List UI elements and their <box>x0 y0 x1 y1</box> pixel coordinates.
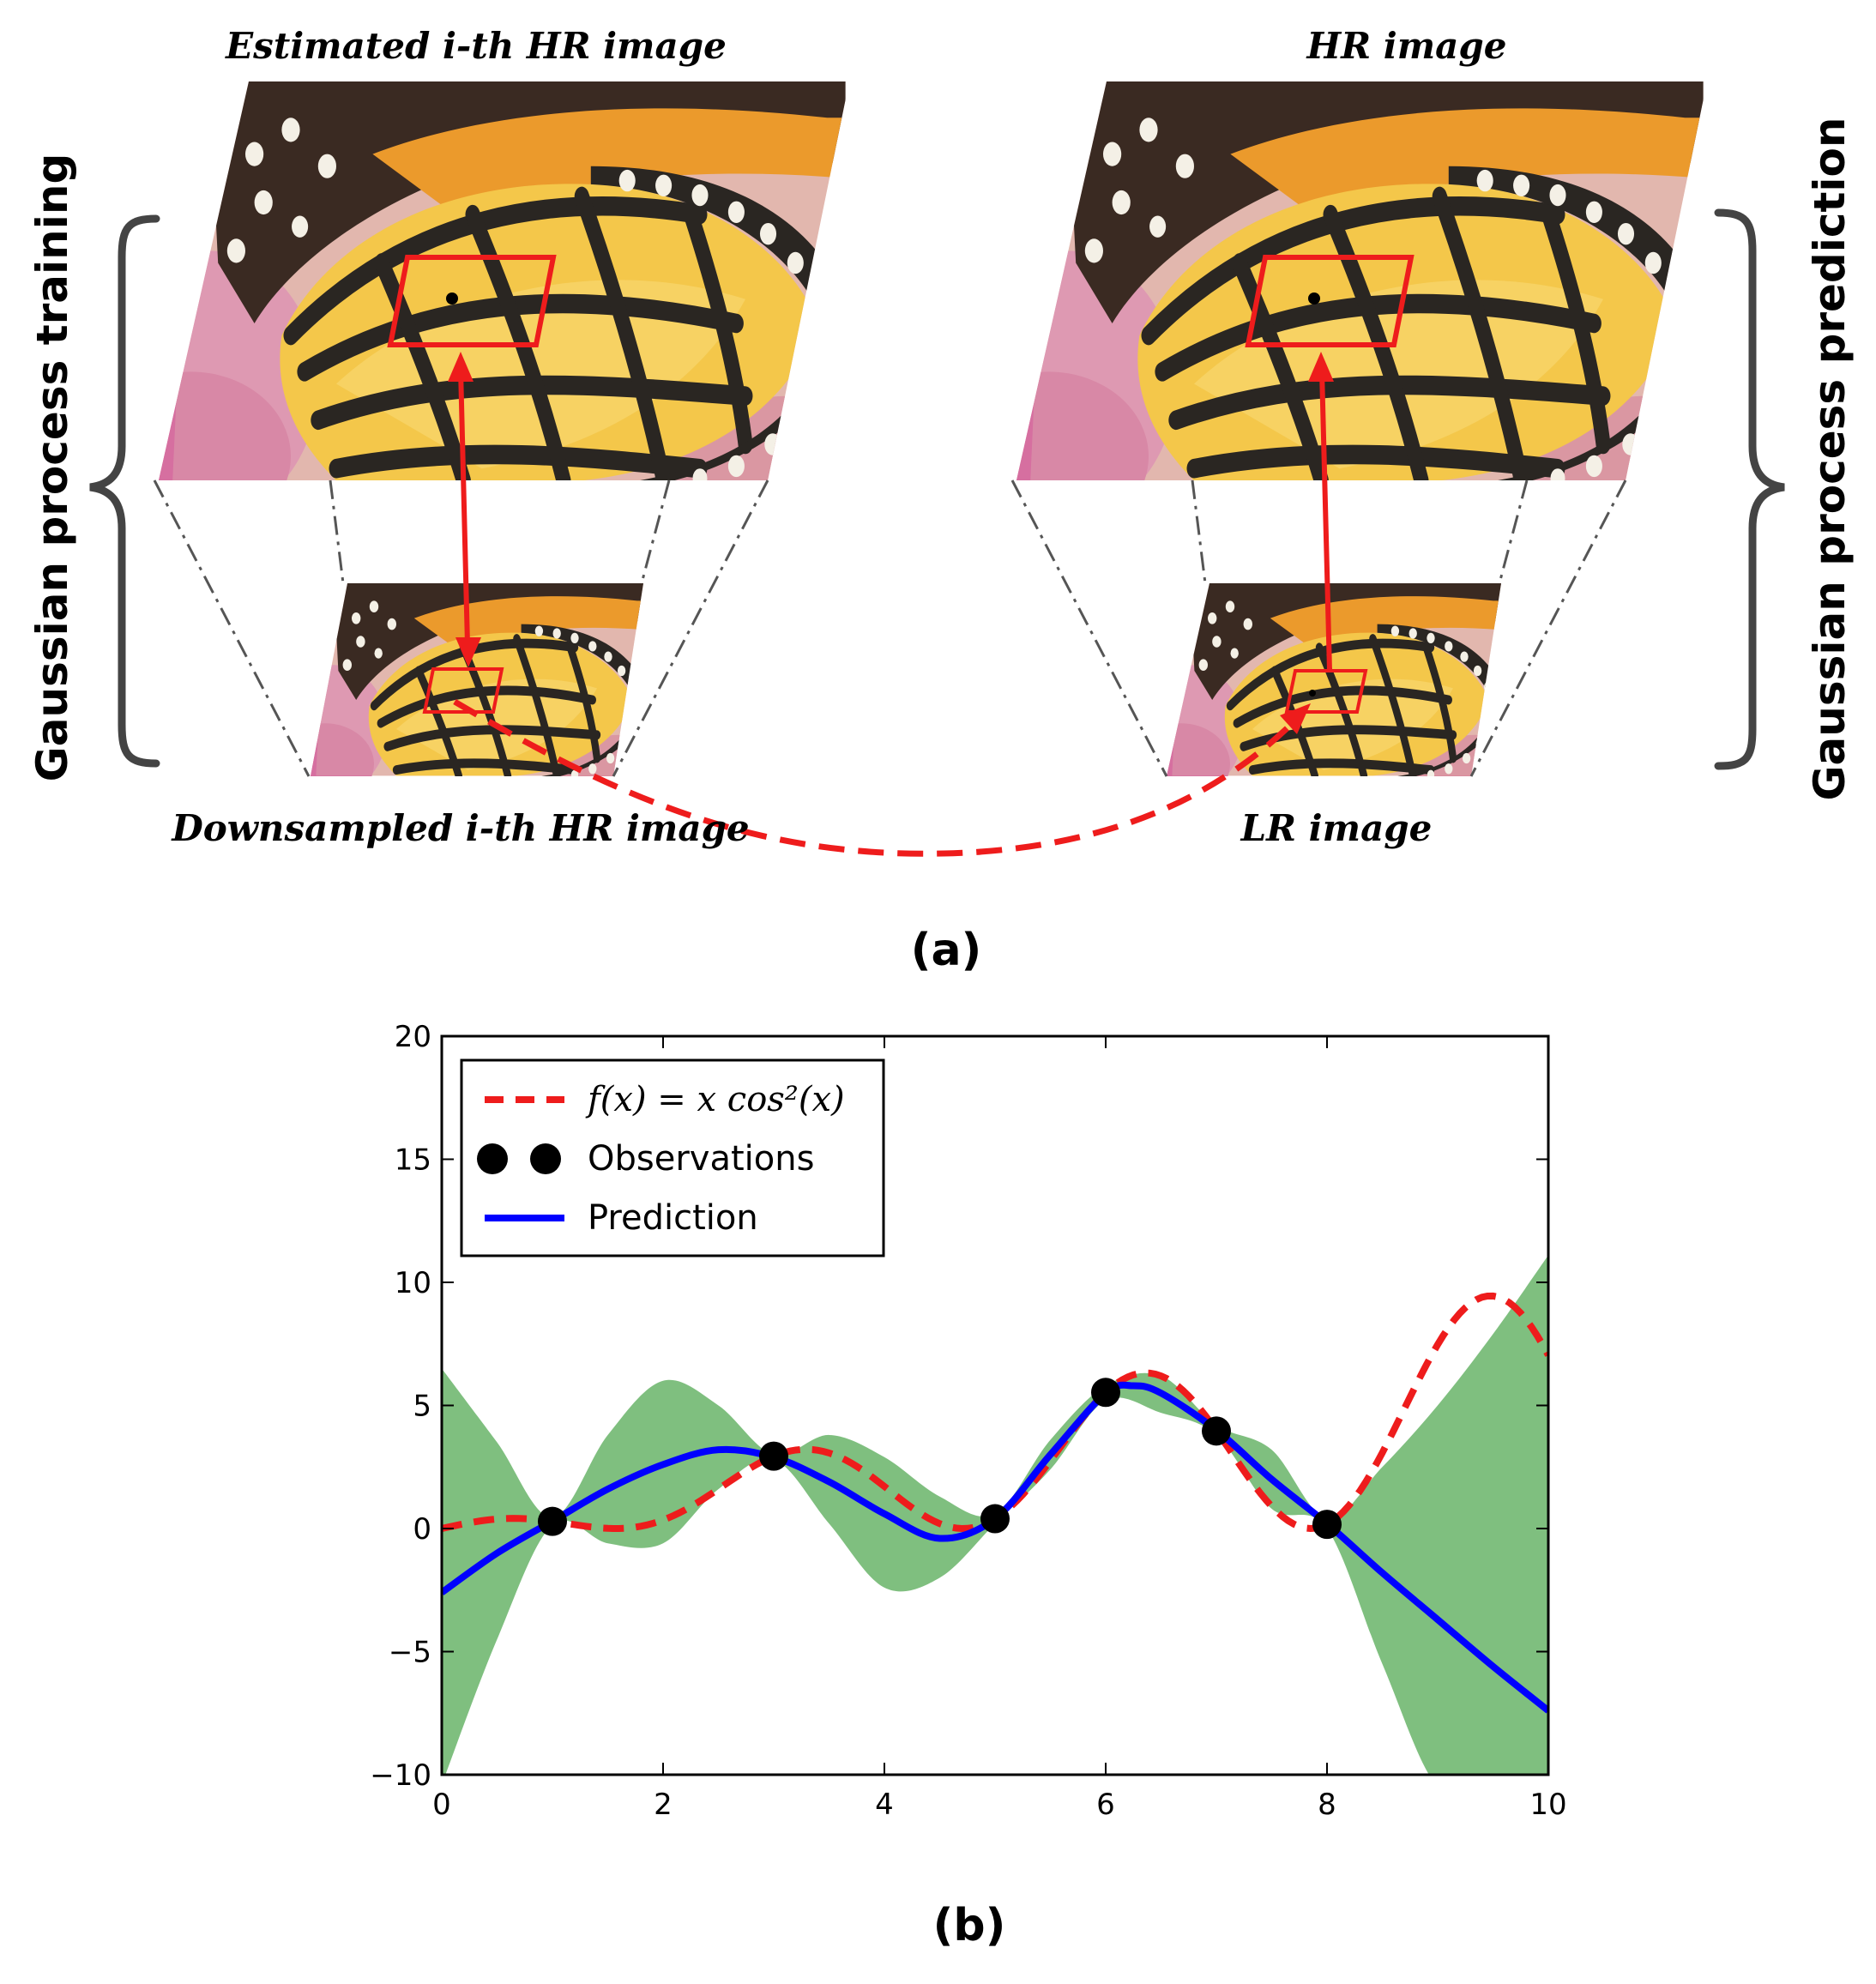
legend-label-obs: Observations <box>588 1139 814 1179</box>
arrow-patch-match <box>453 698 1311 857</box>
observation-point <box>1091 1378 1120 1408</box>
label-gp-prediction: Gaussian process prediction <box>1805 118 1855 801</box>
label-gp-training: Gaussian process training <box>27 154 77 782</box>
patch-box-hr <box>1245 255 1415 347</box>
patch-box-down <box>422 667 504 714</box>
x-tick-label: 6 <box>1096 1788 1115 1822</box>
y-tick-label: 0 <box>413 1512 431 1547</box>
patch-center-lr <box>1309 690 1316 697</box>
y-tick-label: −5 <box>389 1636 431 1670</box>
x-tick-label: 8 <box>1318 1788 1336 1822</box>
lr-image <box>1132 583 1538 805</box>
plot-area <box>442 1255 1548 1775</box>
legend-label-pred: Prediction <box>588 1198 758 1238</box>
observation-point <box>980 1504 1010 1534</box>
brace-left <box>89 214 160 768</box>
y-tick-label: 5 <box>413 1390 431 1424</box>
y-tick-label: −10 <box>370 1758 431 1793</box>
legend: f(x) = x cos²(x) Observations Prediction <box>460 1058 885 1257</box>
title-lr: LR image <box>1240 807 1433 849</box>
x-tick-label: 0 <box>432 1788 451 1822</box>
panel-b: 0 2 4 6 8 10 −10 −5 0 5 10 15 20 f(x) = x cos²(x) Ob… <box>370 1020 1566 1951</box>
observation-point <box>538 1506 567 1536</box>
projection-lines <box>153 479 1627 777</box>
panel-b-label: (b) <box>933 1900 1006 1951</box>
downsampled-hr-image <box>276 583 682 805</box>
legend-swatch-obs-2 <box>530 1143 561 1174</box>
x-tick-label: 4 <box>875 1788 894 1822</box>
arrow-training <box>448 352 481 667</box>
tick-marks: 0 2 4 6 8 10 −10 −5 0 5 10 15 20 <box>370 1020 1566 1822</box>
y-tick-label: 20 <box>395 1020 431 1054</box>
patch-box-est <box>387 255 557 347</box>
observation-point <box>1312 1510 1342 1540</box>
title-estimated-hr: Estimated i-th HR image <box>225 25 727 67</box>
series-prediction <box>442 1381 1548 1714</box>
patch-box-lr <box>1284 669 1368 714</box>
title-downsampled-hr: Downsampled i-th HR image <box>171 807 749 849</box>
title-hr: HR image <box>1306 25 1507 67</box>
x-tick-label: 2 <box>654 1788 673 1822</box>
estimated-hr-image <box>91 81 919 541</box>
y-tick-label: 15 <box>395 1143 431 1178</box>
panel-a: Estimated i-th HR image HR image Downsam… <box>27 25 1855 976</box>
hr-image <box>949 81 1776 541</box>
brace-right <box>1714 208 1785 770</box>
panel-a-label: (a) <box>911 925 982 976</box>
legend-label-true-fn: f(x) = x cos²(x) <box>585 1080 845 1119</box>
arrow-prediction <box>1308 352 1334 672</box>
x-tick-label: 10 <box>1529 1788 1566 1822</box>
observation-point <box>1202 1416 1231 1446</box>
patch-center-est <box>446 292 458 305</box>
y-tick-label: 10 <box>395 1266 431 1300</box>
legend-swatch-obs-1 <box>477 1143 508 1174</box>
observation-point <box>759 1441 788 1471</box>
patch-center-hr <box>1308 292 1320 305</box>
